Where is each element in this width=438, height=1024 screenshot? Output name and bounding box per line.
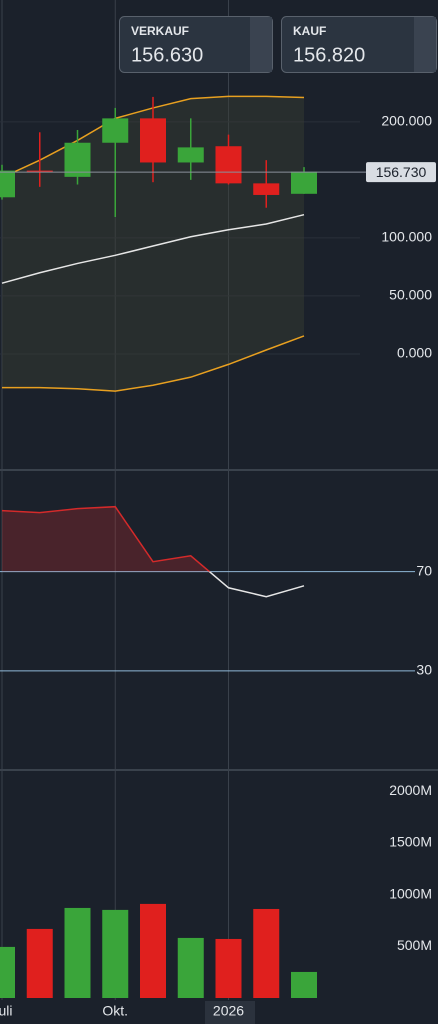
candle-body: [64, 142, 91, 177]
candle-body: [177, 147, 204, 163]
candle-body: [0, 170, 15, 198]
y-tick-label: 2000M: [389, 782, 432, 798]
sell-button[interactable]: VERKAUF 156.630: [119, 16, 273, 73]
band-lower: [2, 335, 305, 392]
button-price: 156.630: [131, 44, 203, 66]
button-price: 156.820: [293, 44, 365, 66]
y-tick-label: 70: [416, 562, 432, 578]
rsi-line-below: [208, 571, 305, 598]
volume-bar: [253, 908, 280, 998]
x-label-highlight: [205, 1001, 255, 1024]
y-tick-label: 500M: [397, 937, 432, 953]
rsi-line-above: [1, 505, 211, 572]
x-tick-label: 2026: [213, 1003, 244, 1019]
volume-bar: [0, 946, 15, 998]
y-tick-label: 50.000: [389, 287, 432, 303]
y-tick-label: 30: [416, 662, 432, 678]
volume-bar: [177, 937, 204, 998]
volume-bar: [215, 938, 242, 998]
y-tick-label: 1500M: [389, 834, 432, 850]
volume-bar: [26, 928, 53, 998]
volume-bar: [102, 909, 129, 998]
candle-body: [291, 171, 317, 194]
band-middle: [1, 213, 305, 284]
y-tick-label: 200.000: [381, 113, 432, 129]
button-box: [119, 16, 273, 73]
button-label: KAUF: [293, 24, 326, 38]
volume-bar: [64, 907, 91, 998]
x-tick-label: Okt.: [102, 1003, 128, 1019]
button-strip: [414, 17, 436, 72]
volume-bar: [291, 971, 317, 998]
candle-body: [140, 118, 166, 163]
last-price-box: [366, 162, 436, 183]
candle-body: [253, 183, 280, 195]
x-tick-label: Juli: [0, 1003, 13, 1019]
button-strip: [250, 17, 272, 72]
rsi-fill: [2, 506, 210, 572]
candle-body: [215, 146, 242, 184]
buy-button[interactable]: KAUF 156.820: [281, 16, 437, 73]
y-tick-label: 1000M: [389, 885, 432, 901]
button-label: VERKAUF: [131, 24, 189, 38]
button-box: [281, 16, 437, 73]
y-tick-label: 100.000: [381, 229, 432, 245]
volume-bar: [140, 903, 166, 998]
last-price-label: 156.730: [376, 164, 427, 180]
candle-body: [102, 118, 129, 143]
candle-body: [26, 170, 53, 173]
y-tick-label: 0.000: [397, 345, 432, 361]
